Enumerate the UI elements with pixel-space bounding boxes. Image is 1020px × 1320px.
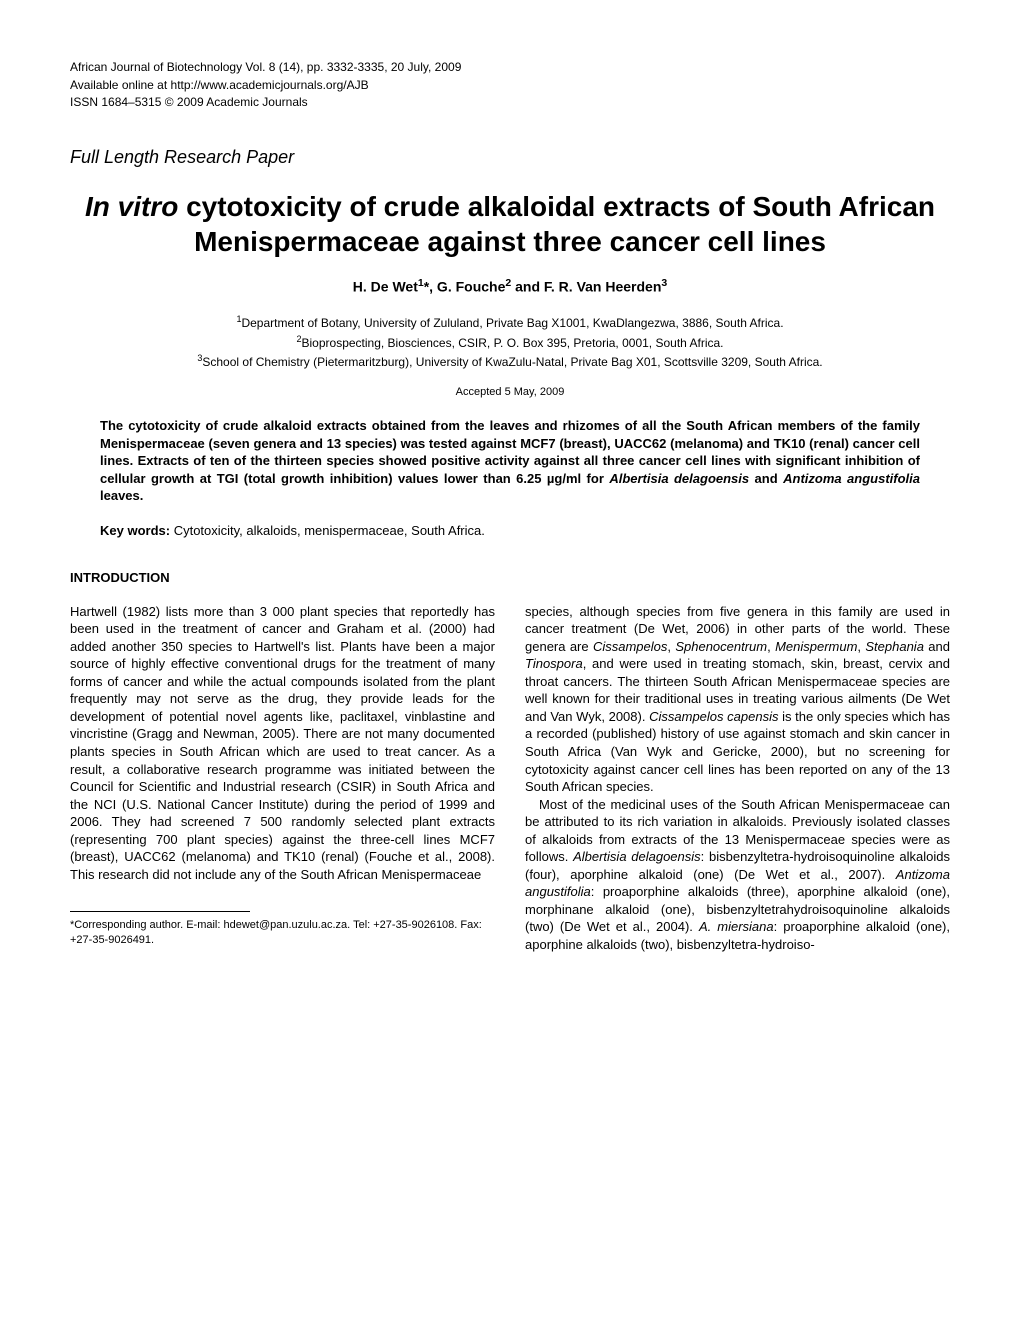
journal-header: African Journal of Biotechnology Vol. 8 … [70, 60, 950, 111]
genus-name: Cissampelos [593, 639, 667, 654]
keywords: Key words: Cytotoxicity, alkaloids, meni… [100, 523, 920, 540]
column-right: species, although species from five gene… [525, 603, 950, 954]
column-left: Hartwell (1982) lists more than 3 000 pl… [70, 603, 495, 954]
corresponding-author-footnote: *Corresponding author. E-mail: hdewet@pa… [70, 918, 495, 947]
genus-name: Sphenocentrum [675, 639, 767, 654]
species-name: Albertisia delagoensis [609, 471, 749, 486]
journal-line: African Journal of Biotechnology Vol. 8 … [70, 60, 950, 76]
body-paragraph: Most of the medicinal uses of the South … [525, 796, 950, 954]
keywords-text: Cytotoxicity, alkaloids, menispermaceae,… [174, 523, 485, 538]
affiliation: 2Bioprospecting, Biosciences, CSIR, P. O… [70, 334, 950, 352]
paper-title: In vitro cytotoxicity of crude alkaloida… [70, 189, 950, 259]
body-paragraph: species, although species from five gene… [525, 603, 950, 796]
species-name: Albertisia delagoensis [573, 849, 701, 864]
affiliations: 1Department of Botany, University of Zul… [70, 314, 950, 371]
keywords-label: Key words: [100, 523, 174, 538]
genus-name: Tinospora [525, 656, 583, 671]
affiliation: 1Department of Botany, University of Zul… [70, 314, 950, 332]
footnote-separator [70, 911, 250, 912]
journal-line: ISSN 1684–5315 © 2009 Academic Journals [70, 95, 950, 111]
abstract: The cytotoxicity of crude alkaloid extra… [100, 417, 920, 505]
genus-name: Menispermum [775, 639, 857, 654]
journal-line: Available online at http://www.academicj… [70, 78, 950, 94]
affiliation: 3School of Chemistry (Pietermaritzburg),… [70, 353, 950, 371]
paper-type: Full Length Research Paper [70, 146, 950, 169]
body-paragraph: Hartwell (1982) lists more than 3 000 pl… [70, 603, 495, 884]
species-name: Antizoma angustifolia [783, 471, 920, 486]
species-name: A. miersiana [699, 919, 774, 934]
title-italic-prefix: In vitro [85, 191, 178, 222]
body-columns: Hartwell (1982) lists more than 3 000 pl… [70, 603, 950, 954]
genus-name: Stephania [865, 639, 924, 654]
accepted-date: Accepted 5 May, 2009 [70, 385, 950, 399]
abstract-text: and [749, 471, 783, 486]
authors: H. De Wet1*, G. Fouche2 and F. R. Van He… [70, 277, 950, 296]
section-heading-introduction: INTRODUCTION [70, 570, 950, 587]
title-rest: cytotoxicity of crude alkaloidal extract… [178, 191, 935, 257]
species-name: Cissampelos capensis [649, 709, 778, 724]
abstract-text: leaves. [100, 488, 143, 503]
